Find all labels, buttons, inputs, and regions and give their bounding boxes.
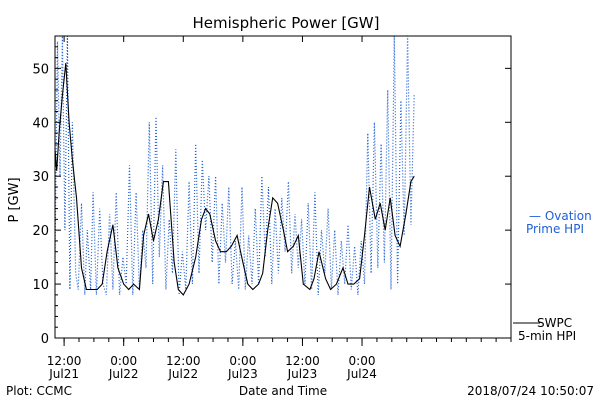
swpc-hpi-line bbox=[55, 62, 415, 296]
legend-ovation-line2: Prime HPI bbox=[526, 222, 584, 236]
y-tick-label: 20 bbox=[32, 224, 49, 239]
x-tick-time: 0:00 bbox=[349, 354, 376, 368]
x-tick-time: 0:00 bbox=[110, 354, 137, 368]
ovation-prime-hpi-line bbox=[55, 36, 415, 296]
y-tick-label: 40 bbox=[32, 116, 49, 131]
y-tick-label: 50 bbox=[32, 62, 49, 77]
y-tick-label: 10 bbox=[32, 278, 49, 293]
x-axis: 12:00Jul210:00Jul2212:00Jul220:00Jul2312… bbox=[47, 36, 512, 381]
y-tick-label: 30 bbox=[32, 170, 49, 185]
x-tick-time: 0:00 bbox=[229, 354, 256, 368]
legend-swpc-line2: 5-min HPI bbox=[518, 329, 576, 343]
y-tick-label: 0 bbox=[41, 332, 49, 347]
x-tick-time: 12:00 bbox=[285, 354, 320, 368]
x-tick-date: Jul24 bbox=[346, 367, 377, 381]
x-tick-time: 12:00 bbox=[166, 354, 201, 368]
legend-swpc-line1: SWPC bbox=[537, 316, 572, 330]
x-axis-label: Date and Time bbox=[239, 384, 327, 398]
plot-credit: Plot: CCMC bbox=[6, 384, 72, 398]
series-layer bbox=[55, 36, 415, 296]
x-tick-date: Jul22 bbox=[167, 367, 198, 381]
generated-timestamp: 2018/07/24 10:50:07 bbox=[467, 384, 594, 398]
y-axis-label: P [GW] bbox=[7, 177, 22, 222]
legend: — Ovation Prime HPI SWPC 5-min HPI bbox=[513, 209, 592, 343]
chart-title: Hemispheric Power [GW] bbox=[193, 14, 380, 32]
x-tick-date: Jul21 bbox=[48, 367, 79, 381]
legend-ovation-line1: — Ovation bbox=[529, 209, 592, 223]
x-tick-time: 12:00 bbox=[47, 354, 82, 368]
x-tick-date: Jul23 bbox=[287, 367, 318, 381]
x-tick-date: Jul23 bbox=[227, 367, 258, 381]
x-tick-date: Jul22 bbox=[108, 367, 139, 381]
y-axis: 0 10 20 30 40 50 bbox=[32, 35, 511, 347]
plot-frame bbox=[54, 35, 512, 339]
